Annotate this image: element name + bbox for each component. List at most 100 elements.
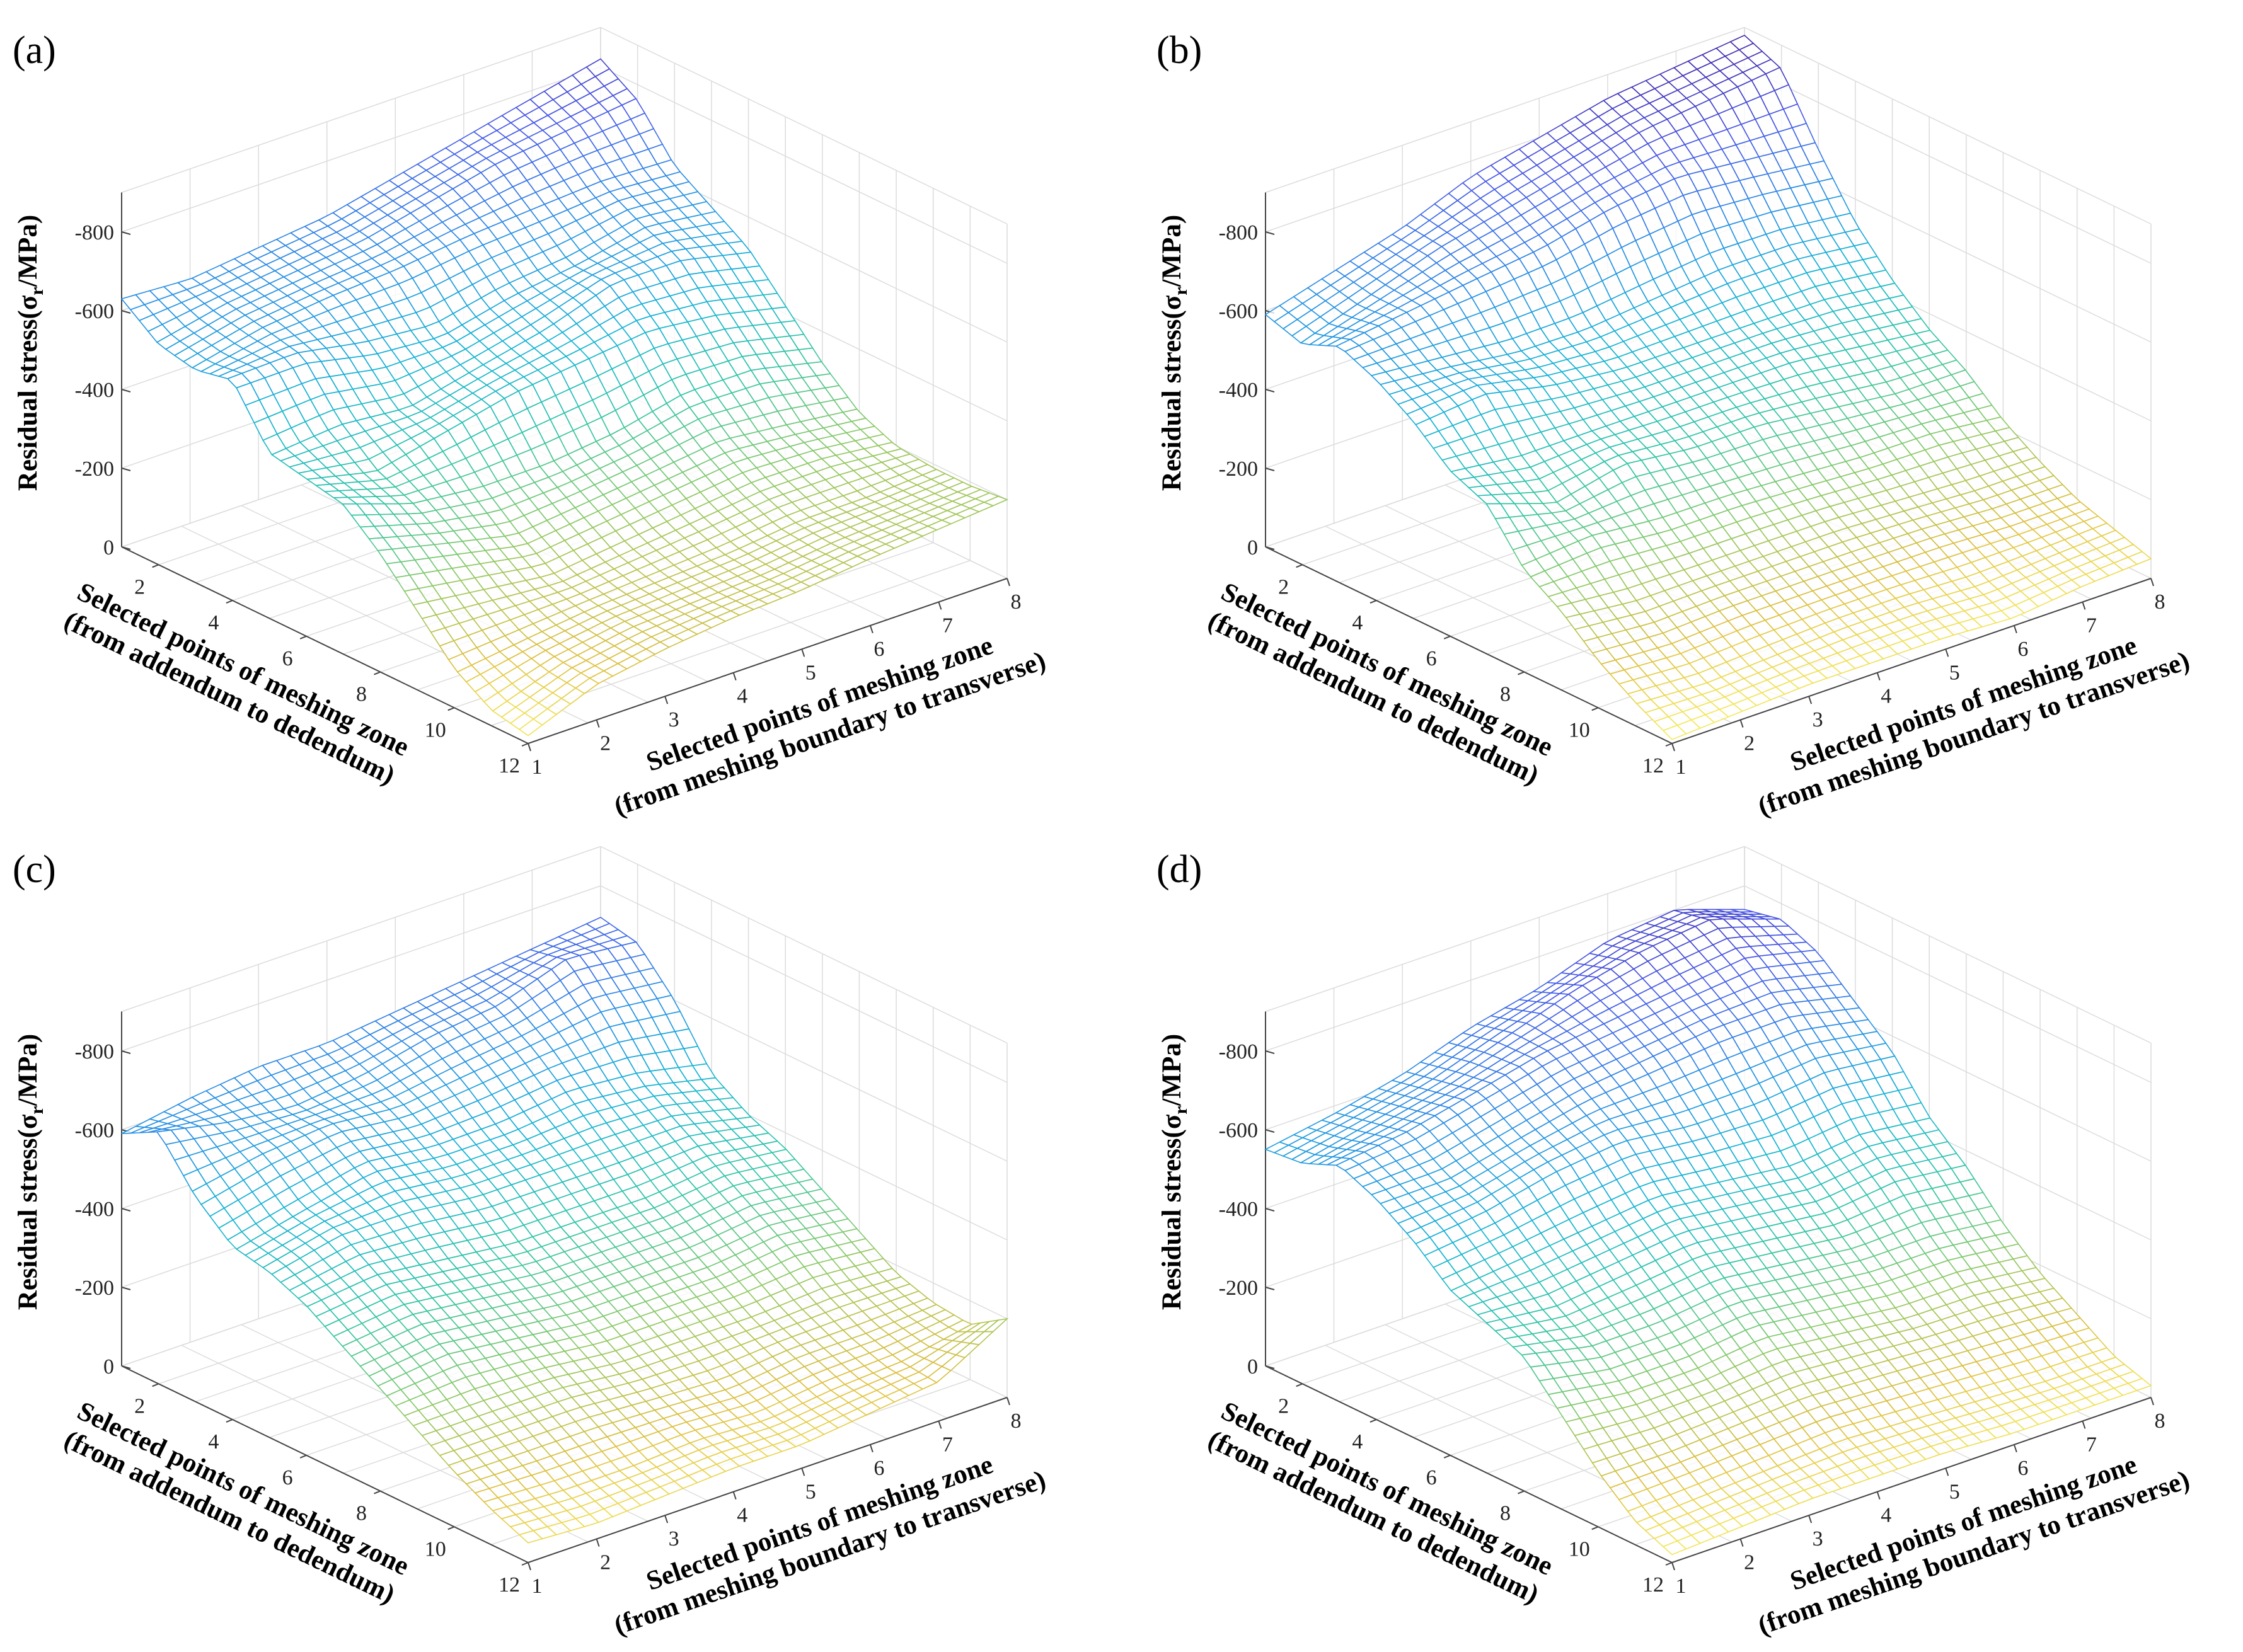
y-axis-label-line2: (from meshing boundary to transverse) xyxy=(611,646,1050,822)
z-tick xyxy=(121,1208,131,1212)
x-axis-line xyxy=(121,546,529,744)
y-tick-label: 3 xyxy=(669,708,679,731)
wall-grid-line xyxy=(121,26,601,193)
y-tick xyxy=(938,602,942,610)
x-tick xyxy=(374,671,381,675)
y-tick xyxy=(801,1467,805,1476)
y-tick-label: 3 xyxy=(669,1527,679,1551)
y-tick-label: 4 xyxy=(737,1504,747,1527)
z-tick xyxy=(1265,389,1275,393)
x-tick-label: 2 xyxy=(134,1394,145,1418)
y-tick xyxy=(732,672,737,681)
x-tick-label: 6 xyxy=(282,1466,293,1489)
surface-mesh xyxy=(121,917,1009,1544)
y-tick xyxy=(1006,578,1010,587)
y-tick-label: 8 xyxy=(1011,1409,1022,1433)
y-tick xyxy=(664,1515,669,1523)
y-tick-label: 6 xyxy=(874,638,884,661)
z-tick-label: -400 xyxy=(1219,379,1258,402)
y-tick xyxy=(1006,1397,1010,1406)
z-tick-label: -200 xyxy=(1219,457,1258,481)
y-tick xyxy=(596,1539,600,1547)
z-tick-label: 0 xyxy=(1247,536,1258,559)
x-tick xyxy=(521,1562,529,1566)
surface-mesh xyxy=(120,58,1009,737)
x-tick xyxy=(1518,671,1525,675)
y-tick xyxy=(869,1444,874,1453)
x-tick-label: 12 xyxy=(499,1573,520,1597)
y-tick xyxy=(1739,720,1744,728)
y-tick xyxy=(528,743,531,752)
z-tick xyxy=(121,231,131,235)
x-tick-label: 12 xyxy=(499,754,520,777)
z-tick xyxy=(121,310,131,314)
z-tick xyxy=(121,389,131,393)
z-tick-label: -600 xyxy=(75,300,114,323)
x-axis-label-line2: (from addendum to dedendum) xyxy=(60,605,400,790)
y-tick xyxy=(528,1562,531,1571)
y-tick-label: 8 xyxy=(1011,590,1022,614)
z-tick xyxy=(121,1050,131,1054)
x-tick-label: 10 xyxy=(425,718,446,742)
z-tick xyxy=(1265,467,1275,471)
x-tick-label: 10 xyxy=(1569,718,1590,742)
y-tick-label: 1 xyxy=(1676,755,1687,779)
x-tick xyxy=(152,564,159,568)
y-tick xyxy=(664,696,669,704)
x-tick-label: 4 xyxy=(208,1430,219,1454)
y-tick-label: 2 xyxy=(600,1551,611,1575)
x-tick xyxy=(152,1383,159,1387)
panel-label: (c) xyxy=(13,848,56,891)
y-tick-label: 6 xyxy=(874,1457,884,1480)
z-axis-label: Residual stress(σr/MPa) xyxy=(1157,215,1191,491)
x-tick xyxy=(1369,600,1377,604)
y-tick xyxy=(2150,578,2154,587)
x-tick-label: 8 xyxy=(356,683,367,706)
z-tick-label: -800 xyxy=(75,221,114,244)
z-tick-label: -200 xyxy=(75,1276,114,1300)
y-tick xyxy=(869,625,874,634)
x-tick xyxy=(226,600,233,604)
z-axis-label: Residual stress(σr/MPa) xyxy=(13,1034,47,1310)
y-tick-label: 4 xyxy=(1881,685,1891,708)
x-tick xyxy=(447,707,455,711)
y-tick xyxy=(801,648,805,657)
y-tick-label: 5 xyxy=(805,1480,816,1503)
panel-label: (b) xyxy=(1156,29,1202,72)
y-tick xyxy=(2013,625,2017,634)
x-tick xyxy=(1443,635,1451,640)
y-tick xyxy=(1876,672,1881,681)
y-tick xyxy=(1945,648,1949,657)
wall-grid-line xyxy=(600,66,1008,264)
y-tick-label: 7 xyxy=(942,614,953,637)
y-tick-label: 2 xyxy=(1744,732,1755,755)
x-tick-label: 4 xyxy=(208,611,219,634)
y-tick-label: 8 xyxy=(2155,590,2165,614)
x-tick-label: 4 xyxy=(1352,611,1363,634)
y-tick-label: 5 xyxy=(805,661,816,684)
surface-mesh xyxy=(1264,35,2152,740)
wall-grid-line xyxy=(121,66,601,232)
z-tick-label: -600 xyxy=(75,1119,114,1142)
x-tick xyxy=(1591,707,1599,711)
z-tick-label: -400 xyxy=(75,379,114,402)
y-tick-label: 6 xyxy=(2017,638,2028,661)
x-tick xyxy=(1296,564,1303,568)
z-tick-label: -800 xyxy=(1219,221,1258,244)
y-tick xyxy=(938,1421,942,1429)
y-tick xyxy=(596,720,600,728)
z-tick xyxy=(121,546,131,550)
x-tick-label: 12 xyxy=(1642,754,1664,777)
z-tick-label: -800 xyxy=(75,1040,114,1064)
y-tick xyxy=(1671,743,1675,752)
x-tick-label: 8 xyxy=(356,1502,367,1525)
y-axis-line xyxy=(528,578,1008,744)
x-axis-label-line1: Selected points of meshing zone xyxy=(72,577,413,762)
x-tick xyxy=(299,635,307,640)
x-tick xyxy=(521,743,529,747)
y-tick-label: 5 xyxy=(1949,661,1960,684)
y-tick xyxy=(1808,696,1813,704)
